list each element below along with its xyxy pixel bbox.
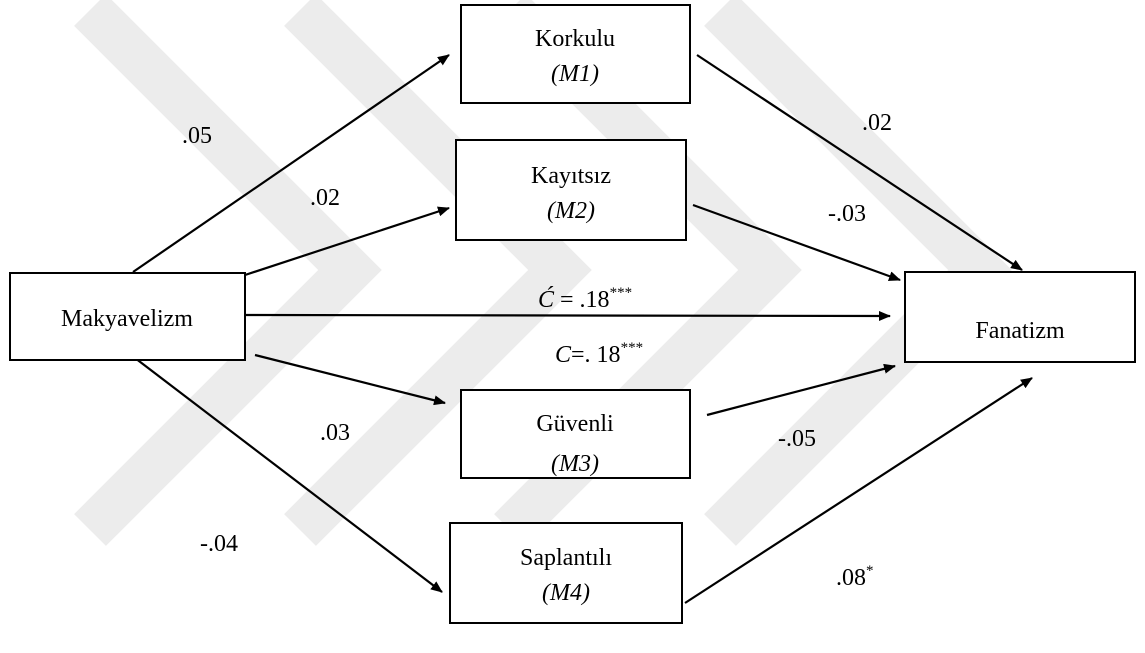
node-code: (M3) [551,451,599,477]
edge-label-sup: * [866,563,874,579]
direct-effect: Ć = .18*** [538,285,632,313]
node: Güvenli (M3) [460,389,691,479]
effect-value: =. 18 [571,342,621,368]
total-effect: C=. 18*** [555,340,643,368]
arrow [692,203,901,282]
arrow [684,377,1033,604]
edge-label: .02 [310,185,340,211]
edge-label: .02 [862,110,892,136]
edge-label: .05 [182,123,212,149]
effect-sup: *** [610,285,633,301]
node-label: Kayıtsız [531,163,611,189]
arrow [132,54,450,273]
node: Fanatizm [904,271,1136,363]
arrow [244,206,450,277]
arrow [696,54,1023,271]
node-label: Saplantılı [520,545,612,571]
effect-symbol: Ć [538,287,555,313]
node: Makyavelizm [9,272,246,361]
node: Saplantılı (M4) [449,522,683,624]
arrows [132,54,1033,604]
arrow [244,310,891,321]
effect-sup: *** [621,340,644,356]
node-code: (M4) [542,580,590,606]
arrow [254,353,446,406]
node-label: Korkulu [535,26,615,52]
node-label: Makyavelizm [61,306,193,332]
node-code: (M1) [551,61,599,87]
edge-label: -.04 [200,531,238,557]
node-label: Fanatizm [975,318,1065,344]
edge-label-value: .08 [836,565,866,591]
arrow [134,357,443,593]
edge-label: -.03 [828,201,866,227]
arrow [706,363,896,417]
effect-symbol: C [555,342,572,368]
edge-label: .08* [836,563,874,591]
node: Kayıtsız (M2) [455,139,687,241]
node-code: (M2) [547,198,595,224]
edge-label: .03 [320,420,350,446]
node: Korkulu (M1) [460,4,691,104]
node-label: Güvenli [536,411,614,437]
edge-label: -.05 [778,426,816,452]
effect-value: = .18 [554,287,610,313]
